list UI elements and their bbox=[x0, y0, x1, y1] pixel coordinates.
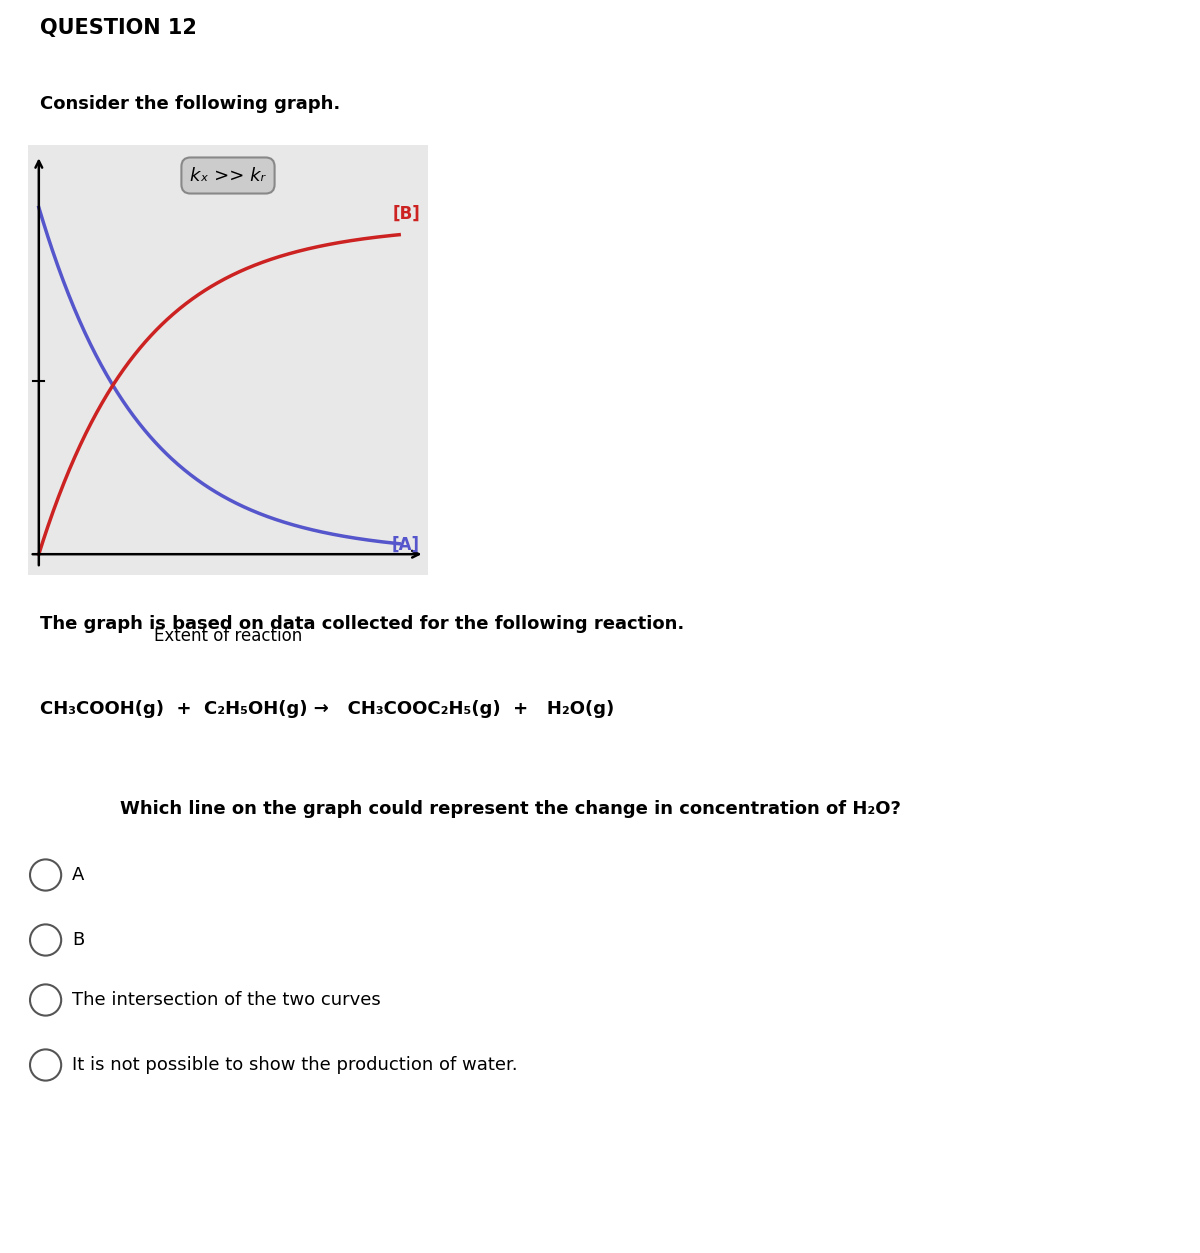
Text: kₓ >> kᵣ: kₓ >> kᵣ bbox=[191, 167, 265, 184]
Text: B: B bbox=[72, 931, 84, 949]
Text: CH₃COOH(g)  +  C₂H₅OH(g) →   CH₃COOC₂H₅(g)  +   H₂O(g): CH₃COOH(g) + C₂H₅OH(g) → CH₃COOC₂H₅(g) +… bbox=[40, 700, 614, 718]
Text: [A]: [A] bbox=[392, 536, 420, 554]
Text: The intersection of the two curves: The intersection of the two curves bbox=[72, 991, 380, 1009]
Text: [B]: [B] bbox=[392, 204, 420, 223]
Text: A: A bbox=[72, 866, 84, 885]
Text: Consider the following graph.: Consider the following graph. bbox=[40, 95, 340, 113]
Text: It is not possible to show the production of water.: It is not possible to show the productio… bbox=[72, 1056, 517, 1074]
Text: Extent of reaction: Extent of reaction bbox=[154, 626, 302, 644]
Text: The graph is based on data collected for the following reaction.: The graph is based on data collected for… bbox=[40, 615, 684, 633]
Text: QUESTION 12: QUESTION 12 bbox=[40, 18, 197, 38]
Text: Which line on the graph could represent the change in concentration of H₂O?: Which line on the graph could represent … bbox=[120, 799, 901, 818]
